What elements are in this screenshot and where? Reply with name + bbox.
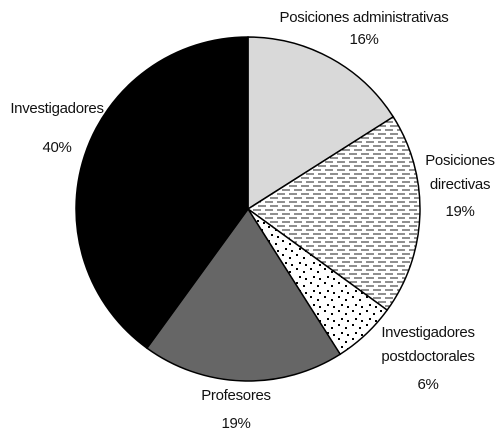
slice-label: directivas (430, 176, 490, 193)
pie-slice-posiciones-directivas (246, 115, 421, 312)
slice-value-label: 6% (417, 376, 438, 393)
slice-value-label: 19% (221, 415, 250, 432)
slice-value-label: 19% (445, 203, 474, 220)
pie-slice-profesores (145, 207, 342, 382)
slice-label: Posiciones administrativas (280, 9, 449, 26)
slice-label: Investigadores (10, 100, 103, 117)
pie-slices (75, 36, 421, 382)
pie-slice-posiciones-administrativas (247, 36, 395, 211)
slice-value-label: 16% (349, 31, 378, 48)
slice-label: postdoctorales (381, 348, 474, 365)
pie-slice-investigadores (75, 36, 249, 350)
slice-label: Profesores (201, 387, 271, 404)
pie-labels: Posiciones administrativas 16% Posiciones d… (10, 9, 495, 432)
slice-value-label: 40% (42, 139, 71, 156)
slice-label: Posiciones (425, 152, 495, 169)
slice-label: Investigadores (381, 324, 474, 341)
